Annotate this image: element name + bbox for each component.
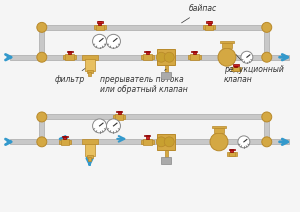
Bar	[94, 25, 106, 29]
Bar	[42, 114, 267, 119]
Bar	[146, 135, 149, 139]
Circle shape	[241, 51, 253, 63]
Bar	[65, 54, 74, 60]
Bar	[188, 55, 201, 59]
Bar	[205, 25, 213, 30]
Circle shape	[218, 48, 236, 66]
Bar	[190, 54, 199, 60]
Bar	[191, 51, 197, 52]
Text: фильтр: фильтр	[55, 67, 87, 84]
Bar	[144, 51, 150, 52]
Bar	[146, 50, 149, 54]
Bar	[206, 21, 212, 23]
Bar	[10, 139, 289, 144]
Bar	[231, 67, 241, 71]
Bar	[161, 157, 171, 164]
Bar	[97, 21, 103, 23]
Bar	[229, 152, 235, 156]
Bar	[220, 41, 234, 43]
Bar	[193, 50, 196, 54]
Bar	[10, 55, 289, 60]
Circle shape	[212, 135, 226, 149]
Circle shape	[37, 112, 47, 122]
Bar	[98, 21, 101, 25]
Circle shape	[37, 22, 47, 32]
Bar	[87, 155, 93, 158]
Bar	[88, 157, 91, 161]
Bar	[82, 139, 98, 144]
Bar	[88, 72, 91, 76]
Bar	[62, 136, 68, 137]
Bar	[165, 150, 168, 160]
Bar	[234, 65, 237, 67]
Bar	[42, 25, 267, 30]
Circle shape	[156, 137, 166, 147]
Bar	[161, 72, 171, 79]
Bar	[144, 135, 150, 137]
Bar	[82, 55, 98, 60]
Circle shape	[262, 137, 272, 147]
Bar	[63, 136, 66, 139]
Bar	[264, 117, 269, 142]
Bar	[214, 128, 224, 133]
Circle shape	[262, 52, 272, 62]
Bar	[208, 21, 211, 25]
Bar	[143, 54, 152, 60]
Circle shape	[220, 50, 234, 64]
Bar	[87, 70, 93, 73]
Bar	[68, 50, 71, 54]
Bar	[67, 51, 73, 52]
Bar	[39, 27, 44, 57]
Bar	[96, 25, 104, 30]
Bar	[113, 115, 125, 119]
Circle shape	[106, 34, 120, 48]
Circle shape	[210, 133, 228, 151]
Bar	[233, 64, 239, 66]
Text: прерыватель потока
или обратный клапан: прерыватель потока или обратный клапан	[100, 69, 187, 94]
Bar	[227, 152, 237, 156]
Bar	[233, 67, 239, 71]
Bar	[229, 149, 235, 150]
Circle shape	[164, 52, 174, 62]
Bar	[39, 117, 44, 142]
Bar	[116, 111, 122, 112]
Bar	[85, 59, 94, 71]
Bar	[116, 114, 123, 120]
Bar	[61, 139, 69, 145]
Bar	[222, 43, 232, 48]
Circle shape	[156, 52, 166, 62]
Circle shape	[37, 52, 47, 62]
Bar	[230, 149, 233, 152]
Bar	[85, 144, 94, 156]
Circle shape	[238, 136, 250, 148]
Bar	[264, 27, 269, 57]
Circle shape	[93, 119, 106, 133]
Bar	[157, 134, 175, 150]
Text: байпас: байпас	[182, 4, 218, 23]
Circle shape	[37, 137, 47, 147]
Circle shape	[262, 112, 272, 122]
Bar	[157, 49, 175, 65]
Bar	[118, 111, 121, 114]
Circle shape	[164, 137, 174, 147]
Circle shape	[106, 119, 120, 133]
Bar	[141, 140, 154, 144]
Circle shape	[262, 22, 272, 32]
Bar	[141, 55, 154, 59]
Bar	[143, 139, 152, 145]
Circle shape	[93, 34, 106, 48]
Bar	[203, 25, 215, 29]
Bar	[63, 55, 76, 59]
Bar	[212, 126, 226, 128]
Text: редукционный
клапан: редукционный клапан	[224, 54, 284, 84]
Bar	[59, 140, 71, 144]
Bar	[165, 65, 168, 75]
